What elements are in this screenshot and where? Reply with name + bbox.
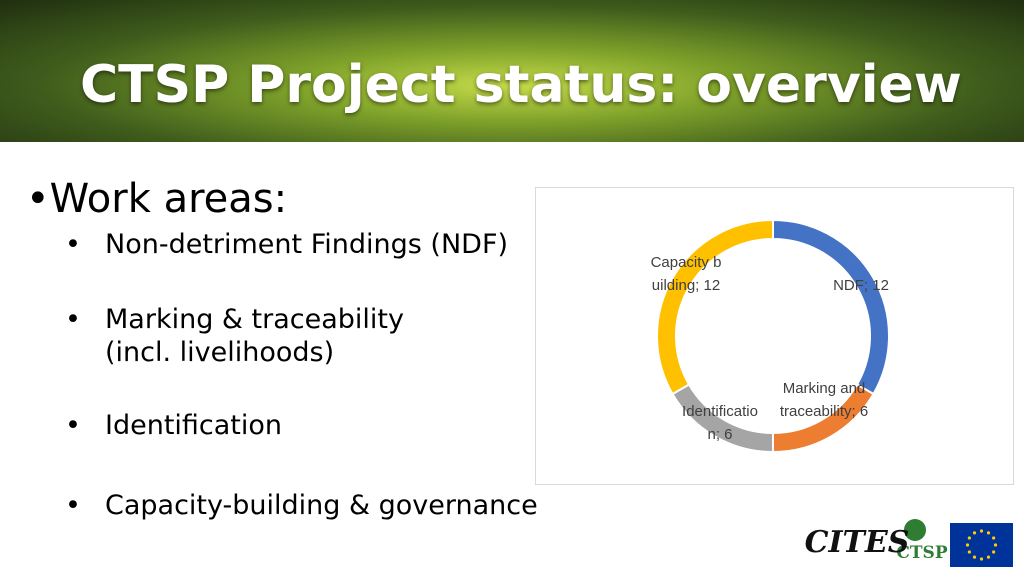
star xyxy=(972,531,977,535)
donut-segment xyxy=(772,218,890,396)
bullet-line: Identification xyxy=(105,410,283,441)
chart-frame xyxy=(535,187,1014,485)
star xyxy=(992,550,996,554)
ctsp-logo: CTSP xyxy=(896,519,948,563)
star xyxy=(986,531,991,535)
data-label: Identification; 6 xyxy=(682,403,758,443)
data-label: Marking and traceability; 6 xyxy=(779,380,869,420)
data-label: Capacity building; 12 xyxy=(650,254,722,294)
star xyxy=(972,555,977,559)
ctsp-text: CTSP xyxy=(896,543,947,563)
heading: Work areas: xyxy=(26,176,288,222)
data-label: NDF; 12 xyxy=(833,277,889,294)
star xyxy=(967,536,971,540)
star xyxy=(986,555,991,559)
star xyxy=(993,543,998,547)
bullet: Marking & traceability(incl. livelihoods… xyxy=(65,303,404,369)
bullet-line: Non-detriment Findings (NDF) xyxy=(105,229,509,260)
bullet-line: Capacity-building & governance xyxy=(105,490,538,521)
slide-title: CTSP Project status: overview xyxy=(80,55,962,115)
bullet: Identification xyxy=(65,409,283,442)
star xyxy=(992,536,996,540)
cites-text: CITES xyxy=(805,525,910,560)
donut-segment xyxy=(656,218,774,396)
bullet: Non-detriment Findings (NDF) xyxy=(65,228,509,261)
header-image xyxy=(0,0,1024,142)
star xyxy=(979,529,984,533)
star xyxy=(965,543,970,547)
bullet-line: Marking & traceability xyxy=(105,304,404,335)
eu-flag xyxy=(950,523,1013,567)
star xyxy=(979,557,984,561)
bullet: Capacity-building & governance xyxy=(65,489,538,522)
star xyxy=(967,550,971,554)
bullet-line: (incl. livelihoods) xyxy=(105,337,335,368)
